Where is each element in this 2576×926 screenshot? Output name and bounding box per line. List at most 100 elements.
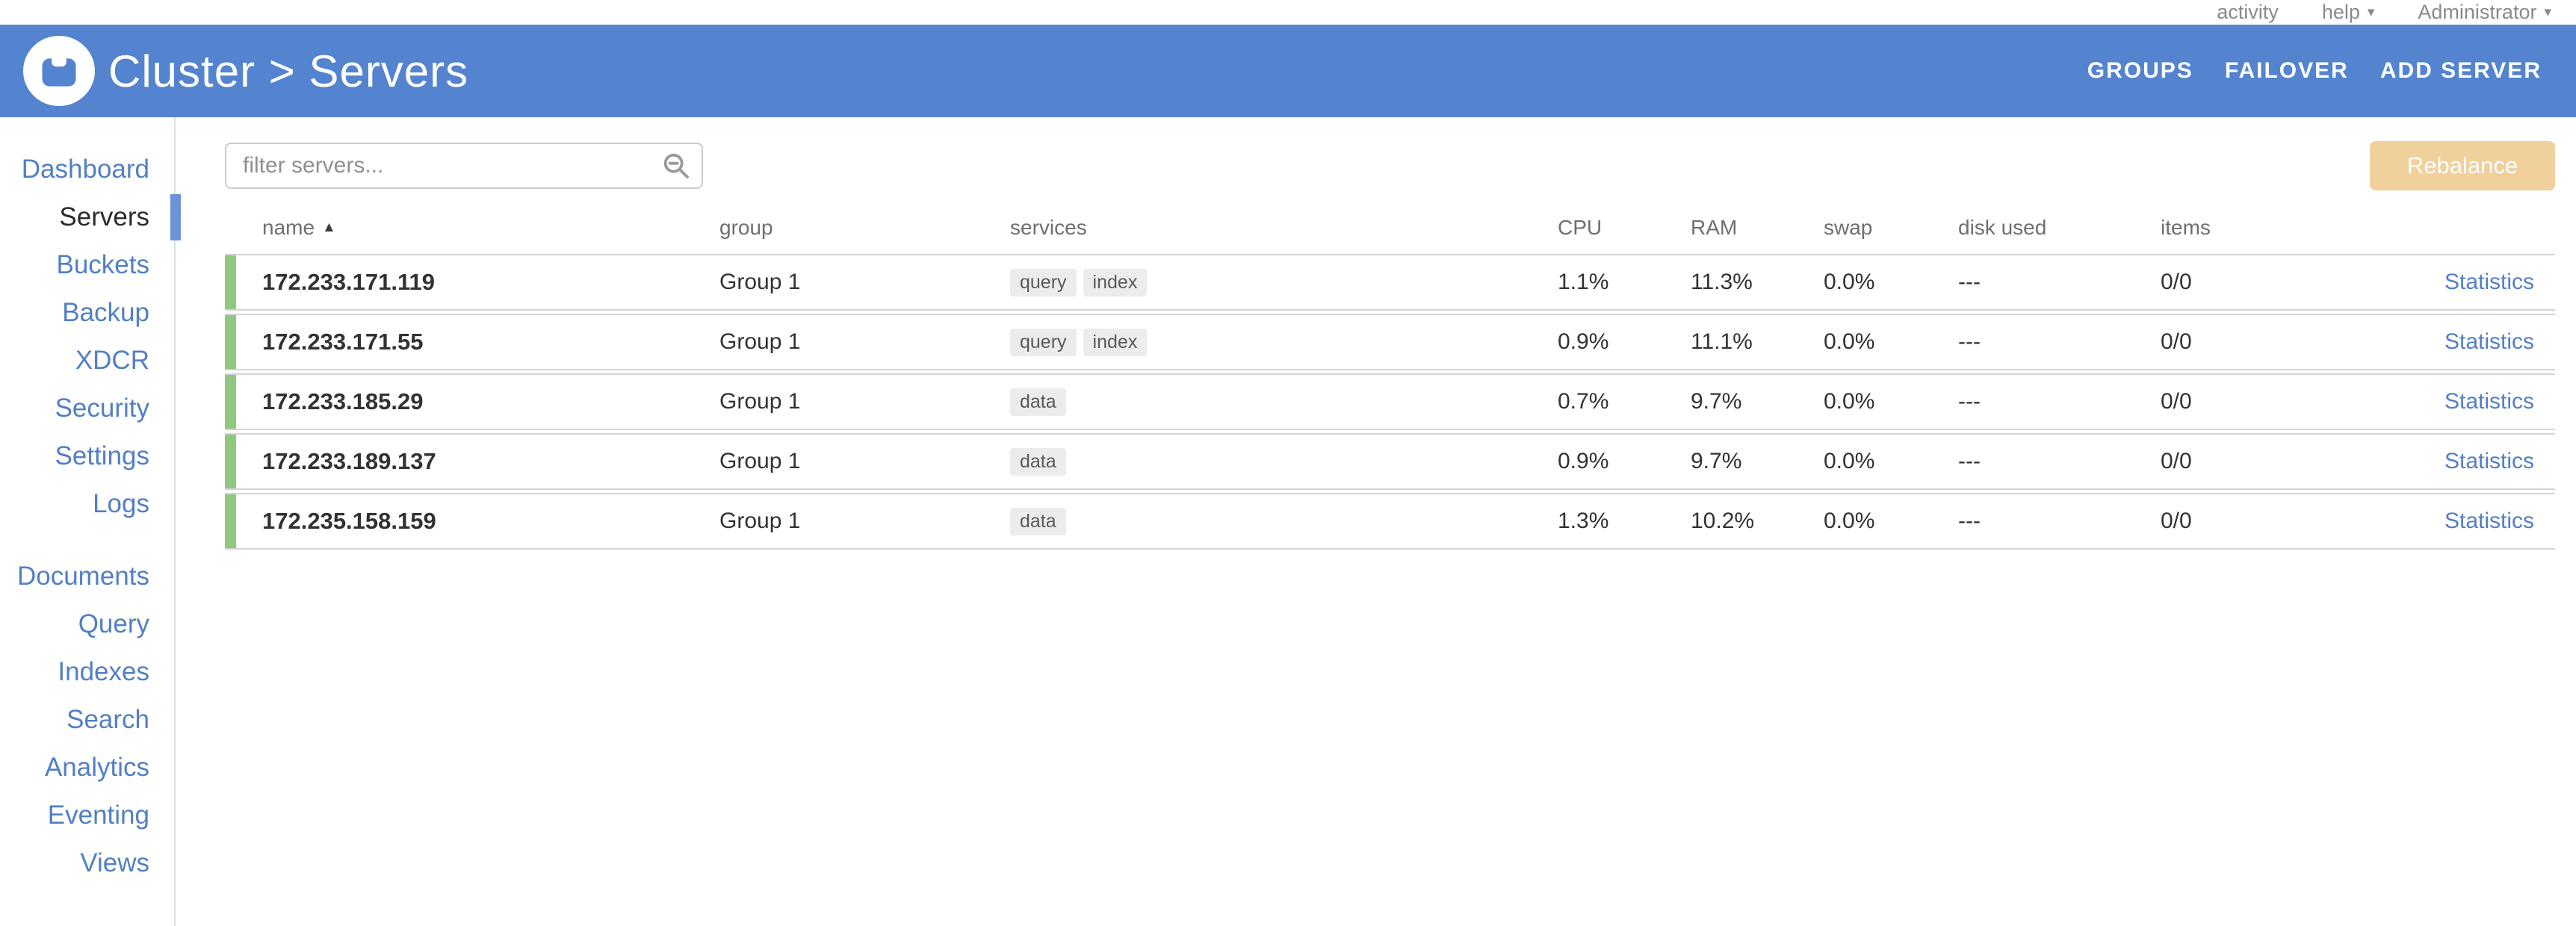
server-services: data (1010, 447, 1558, 476)
server-ram: 9.7% (1691, 389, 1742, 414)
table-row: 172.233.171.119 Group 1 query index 1.1% … (225, 254, 2555, 311)
server-swap: 0.0% (1824, 329, 1875, 354)
server-cpu: 1.3% (1558, 509, 1609, 533)
rebalance-button[interactable]: Rebalance (2370, 141, 2555, 190)
service-badge: query (1010, 328, 1077, 356)
column-header-services[interactable]: services (1010, 216, 1087, 239)
column-header-ram[interactable]: RAM (1691, 216, 1738, 239)
header-actions: GROUPS FAILOVER ADD SERVER (2087, 58, 2542, 84)
server-items: 0/0 (2161, 449, 2192, 473)
server-group: Group 1 (719, 270, 801, 294)
server-items: 0/0 (2161, 509, 2192, 533)
service-badge: data (1010, 447, 1066, 476)
statistics-link[interactable]: Statistics (2444, 270, 2534, 294)
add-server-button[interactable]: ADD SERVER (2380, 58, 2542, 83)
server-services: data (1010, 388, 1558, 416)
service-badge: index (1083, 268, 1148, 296)
server-disk-used: --- (1958, 449, 1981, 473)
server-status-bar (225, 435, 236, 488)
server-disk-used: --- (1958, 270, 1981, 294)
column-header-name[interactable]: name ▲ (225, 216, 719, 240)
server-disk-used: --- (1958, 329, 1981, 354)
sidebar-item-views[interactable]: Views (80, 848, 149, 877)
table-row: 172.235.158.159 Group 1 data 1.3% 10.2% … (225, 493, 2555, 550)
server-status-bar (225, 315, 236, 369)
sidebar-item-query[interactable]: Query (78, 609, 149, 638)
server-swap: 0.0% (1824, 270, 1875, 294)
service-badge: query (1010, 268, 1077, 296)
servers-toolbar: Rebalance (225, 141, 2555, 190)
content-area: Rebalance name ▲ group services CPU RAM … (176, 117, 2576, 926)
server-services: data (1010, 507, 1558, 535)
groups-button[interactable]: GROUPS (2087, 58, 2193, 83)
server-cpu: 0.9% (1558, 329, 1609, 354)
server-disk-used: --- (1958, 509, 1981, 533)
server-items: 0/0 (2161, 329, 2192, 354)
topbar-item-activity[interactable]: activity (2217, 1, 2279, 23)
statistics-link[interactable]: Statistics (2444, 389, 2534, 414)
sidebar-item-buckets[interactable]: Buckets (56, 250, 150, 279)
app-header: Cluster > Servers GROUPS FAILOVER ADD SERV… (0, 25, 2576, 117)
server-ram: 11.3% (1691, 270, 1753, 294)
sidebar-item-servers[interactable]: Servers (0, 193, 181, 241)
sidebar-item-indexes[interactable]: Indexes (58, 657, 149, 686)
sidebar-item-search[interactable]: Search (66, 705, 149, 734)
sidebar-nav: Dashboard Servers Buckets Backup XDCR Se… (0, 117, 181, 926)
server-name: 172.235.158.159 (262, 508, 436, 534)
server-group: Group 1 (719, 389, 801, 414)
server-group: Group 1 (719, 449, 801, 473)
filter-servers-input[interactable] (225, 143, 703, 189)
column-header-items[interactable]: items (2161, 216, 2211, 239)
servers-table-body: 172.233.171.119 Group 1 query index 1.1% … (225, 254, 2555, 550)
server-services: query index (1010, 328, 1558, 356)
column-header-group[interactable]: group (719, 216, 773, 239)
sidebar-item-logs[interactable]: Logs (93, 489, 149, 518)
table-header-row: name ▲ group services CPU RAM swap disk … (225, 205, 2555, 250)
filter-servers-wrap (225, 143, 703, 189)
server-status-bar (225, 375, 236, 429)
chevron-down-icon: ▾ (2367, 4, 2375, 20)
failover-button[interactable]: FAILOVER (2224, 58, 2349, 83)
server-disk-used: --- (1958, 389, 1981, 414)
server-status-bar (225, 494, 236, 548)
server-name: 172.233.185.29 (262, 388, 424, 414)
topbar-item-help[interactable]: help ▾ (2321, 1, 2375, 23)
server-group: Group 1 (719, 509, 801, 533)
column-header-swap[interactable]: swap (1824, 216, 1873, 239)
server-cpu: 0.9% (1558, 449, 1609, 473)
active-item-indicator (170, 194, 181, 240)
server-status-bar (225, 255, 236, 309)
server-swap: 0.0% (1824, 389, 1875, 414)
sidebar-item-documents[interactable]: Documents (16, 562, 149, 591)
statistics-link[interactable]: Statistics (2444, 449, 2534, 473)
sidebar-item-security[interactable]: Security (55, 394, 149, 423)
service-badge: data (1010, 388, 1066, 416)
sidebar-item-eventing[interactable]: Eventing (47, 801, 149, 830)
search-icon (663, 153, 689, 178)
server-swap: 0.0% (1824, 509, 1875, 533)
server-name: 172.233.171.119 (262, 269, 436, 295)
sidebar-item-backup[interactable]: Backup (62, 298, 149, 327)
column-header-name-label: name (262, 216, 315, 239)
sidebar-item-dashboard[interactable]: Dashboard (21, 155, 149, 184)
couchbase-logo-icon (22, 35, 96, 107)
sidebar-item-analytics[interactable]: Analytics (44, 753, 149, 782)
column-header-cpu[interactable]: CPU (1558, 216, 1603, 239)
column-header-disk-used[interactable]: disk used (1958, 216, 2047, 239)
statistics-link[interactable]: Statistics (2444, 509, 2534, 533)
sort-ascending-icon: ▲ (322, 220, 336, 235)
server-items: 0/0 (2161, 270, 2192, 294)
server-items: 0/0 (2161, 389, 2192, 414)
table-row: 172.233.189.137 Group 1 data 0.9% 9.7% 0… (225, 433, 2555, 490)
server-services: query index (1010, 268, 1558, 296)
sidebar-item-settings[interactable]: Settings (55, 441, 149, 470)
server-swap: 0.0% (1824, 449, 1875, 473)
topbar-item-administrator[interactable]: Administrator ▾ (2418, 1, 2551, 23)
top-utility-bar: activity help ▾ Administrator ▾ (0, 0, 2576, 25)
service-badge: index (1083, 328, 1148, 356)
chevron-down-icon: ▾ (2544, 4, 2551, 20)
server-group: Group 1 (719, 329, 801, 354)
statistics-link[interactable]: Statistics (2444, 329, 2534, 354)
server-cpu: 0.7% (1558, 389, 1609, 414)
sidebar-item-xdcr[interactable]: XDCR (75, 346, 149, 375)
